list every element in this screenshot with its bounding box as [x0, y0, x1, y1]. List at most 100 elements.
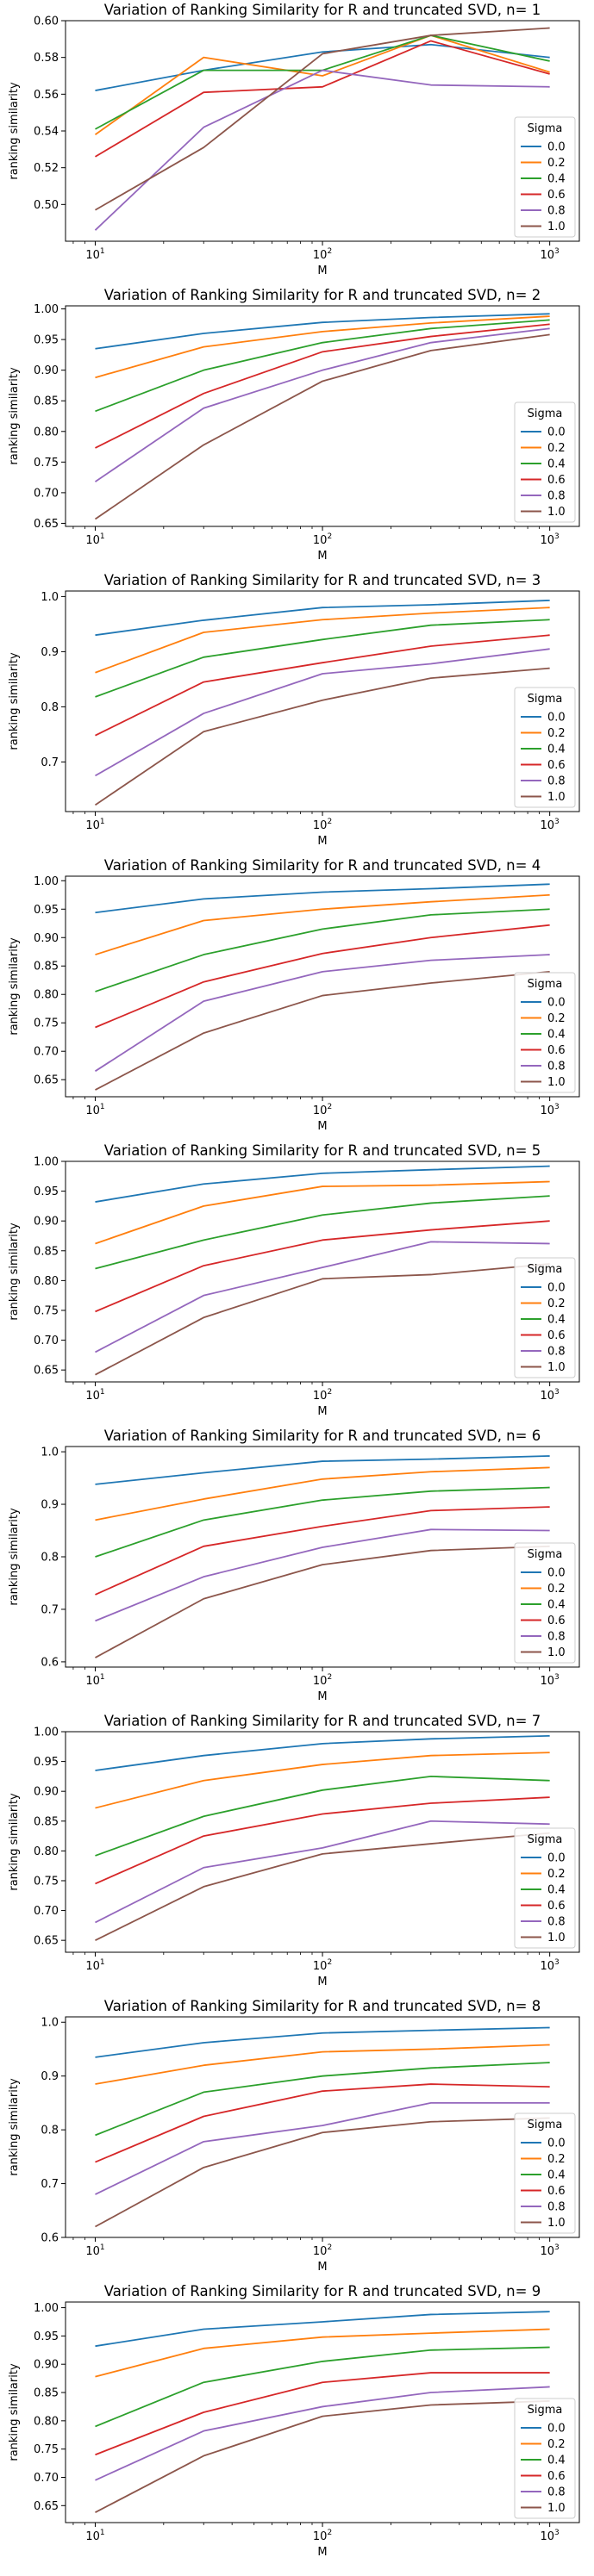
y-tick-label: 0.85	[34, 1245, 59, 1258]
x-tick-label: 101	[85, 2529, 104, 2543]
legend-entry: 1.0	[547, 2217, 566, 2230]
legend-entry: 0.8	[547, 775, 566, 788]
y-axis-label: ranking similarity	[8, 1793, 21, 1891]
y-tick-label: 0.7	[41, 2178, 59, 2191]
series-line-0.0	[95, 599, 550, 637]
x-tick-label: 101	[85, 2243, 104, 2258]
chart-title: Variation of Ranking Similarity for R an…	[104, 287, 541, 303]
legend-entry: 0.0	[547, 2423, 566, 2436]
y-tick-label: 1.00	[34, 875, 59, 888]
legend-title: Sigma	[528, 2119, 563, 2131]
y-axis-label: ranking similarity	[8, 82, 21, 180]
legend-entry: 0.2	[547, 442, 566, 455]
series-line-0.0	[95, 1455, 550, 1485]
y-tick-label: 0.6	[41, 2232, 59, 2245]
legend-title: Sigma	[528, 408, 563, 420]
series-line-0.6	[95, 1796, 550, 1885]
legend-entry: 0.0	[547, 1852, 566, 1865]
series-line-0.0	[95, 883, 550, 914]
y-tick-label: 0.80	[34, 1275, 59, 1288]
series-line-1.0	[95, 1263, 550, 1376]
legend-entry: 0.4	[547, 2455, 566, 2467]
chart-panel-5: Variation of Ranking Similarity for R an…	[8, 1142, 580, 1418]
legend-entry: 1.0	[547, 1361, 566, 1374]
y-tick-label: 1.0	[41, 2017, 59, 2030]
y-tick-label: 0.85	[34, 395, 59, 408]
y-tick-label: 0.90	[34, 932, 59, 945]
legend-entry: 0.6	[547, 1044, 566, 1057]
legend-title: Sigma	[528, 1833, 563, 1846]
y-tick-label: 0.80	[34, 426, 59, 439]
legend-title: Sigma	[528, 1263, 563, 1276]
x-tick-label: 102	[313, 532, 332, 547]
series-line-0.2	[95, 2328, 550, 2378]
series-line-0.6	[95, 1220, 550, 1313]
series-line-0.4	[95, 1195, 550, 1270]
series-line-0.4	[95, 319, 550, 413]
legend-entry: 0.0	[547, 2137, 566, 2150]
x-tick-label: 103	[541, 1103, 560, 1117]
legend-entry: 0.2	[547, 1868, 566, 1881]
plot-frame	[65, 2301, 580, 2523]
series-line-0.8	[95, 2386, 550, 2481]
series-line-0.6	[95, 2372, 550, 2456]
legend-entry: 1.0	[547, 1932, 566, 1944]
legend-entry: 0.2	[547, 1297, 566, 1310]
y-tick-label: 0.80	[34, 1845, 59, 1858]
y-axis-label: ranking similarity	[8, 2078, 21, 2176]
series-line-0.4	[95, 908, 550, 992]
y-tick-label: 0.7	[41, 1603, 59, 1616]
legend-entry: 0.4	[547, 744, 566, 756]
y-axis-label: ranking similarity	[8, 2363, 21, 2461]
legend: Sigma 0.0 0.2 0.4 0.6 0.8 1.0	[514, 2398, 576, 2519]
series-line-0.2	[95, 893, 550, 955]
series-line-1.0	[95, 970, 550, 1091]
x-tick-label: 103	[541, 532, 560, 547]
legend-entry: 0.2	[547, 2153, 566, 2166]
series-line-1.0	[95, 1545, 550, 1658]
y-tick-label: 0.65	[34, 518, 59, 531]
series-line-0.6	[95, 634, 550, 737]
y-tick-label: 0.65	[34, 1935, 59, 1948]
legend-entry: 0.2	[547, 727, 566, 740]
chart-panel-2: Variation of Ranking Similarity for R an…	[8, 287, 580, 563]
y-tick-label: 0.85	[34, 1815, 59, 1828]
x-tick-label: 101	[85, 1103, 104, 1117]
series-line-1.0	[95, 27, 550, 211]
series-line-0.8	[95, 1528, 550, 1622]
legend-entry: 0.4	[547, 1599, 566, 1612]
y-tick-label: 0.80	[34, 989, 59, 1002]
chart-title: Variation of Ranking Similarity for R an…	[104, 1998, 541, 2014]
y-tick-label: 0.90	[34, 1216, 59, 1229]
series-line-1.0	[95, 2117, 550, 2228]
legend: Sigma 0.0 0.2 0.4 0.6 0.8 1.0	[514, 1827, 576, 1949]
series-line-0.6	[95, 1506, 550, 1596]
y-tick-label: 0.75	[34, 457, 59, 470]
y-tick-label: 0.58	[34, 52, 59, 65]
series-line-0.8	[94, 954, 550, 1073]
legend-title: Sigma	[528, 122, 563, 135]
y-axis-label: ranking similarity	[8, 652, 21, 750]
x-tick-label: 103	[541, 2243, 560, 2258]
legend-entry: 0.4	[547, 2169, 566, 2182]
legend-entry: 0.6	[547, 2470, 566, 2483]
y-tick-label: 0.56	[34, 89, 59, 102]
y-tick-label: 0.80	[34, 2415, 59, 2428]
x-tick-label: 103	[541, 1388, 560, 1403]
legend-entry: 0.8	[547, 205, 566, 218]
x-tick-label: 103	[541, 1958, 560, 1973]
y-tick-label: 0.8	[41, 1552, 59, 1565]
series-line-0.2	[95, 2044, 550, 2085]
series-line-0.0	[95, 43, 550, 91]
legend-entry: 0.6	[547, 1329, 566, 1342]
series-line-0.4	[95, 619, 550, 698]
series-line-1.0	[94, 667, 550, 806]
y-tick-label: 0.70	[34, 1046, 59, 1059]
series-line-0.6	[95, 40, 550, 158]
x-axis-label: M	[317, 550, 327, 563]
series-line-0.2	[95, 315, 550, 379]
series-line-0.6	[95, 323, 550, 449]
y-tick-label: 0.9	[41, 2070, 59, 2083]
series-line-0.0	[95, 313, 550, 350]
x-tick-label: 103	[541, 818, 560, 832]
